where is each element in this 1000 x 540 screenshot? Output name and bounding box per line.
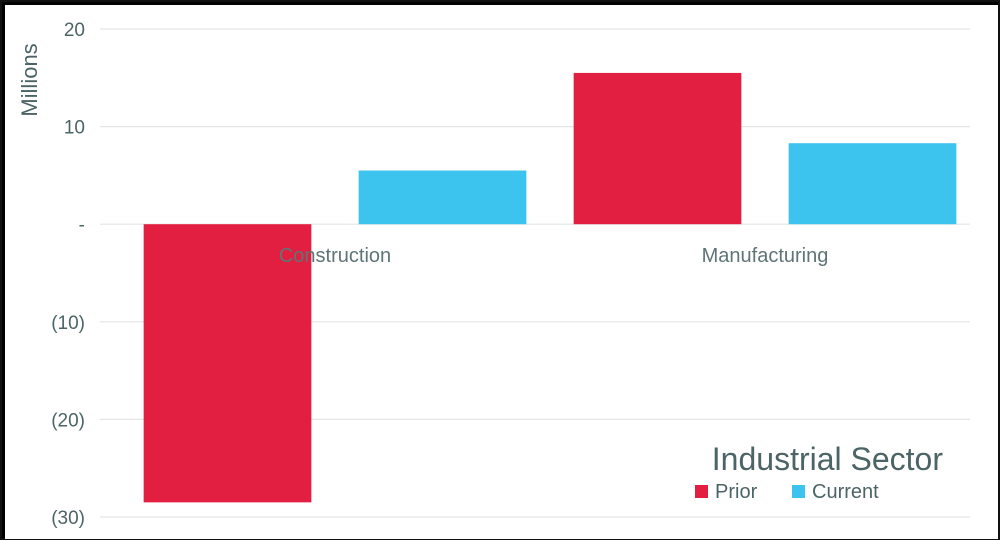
- legend-label-prior: Prior: [715, 481, 758, 503]
- bar-chart: 20 10 - (10) (20) (30) Millions Construction M…: [17, 20, 970, 529]
- y-axis-label: Millions: [17, 43, 42, 116]
- y-tick-label: (10): [51, 313, 85, 334]
- y-tick-label: -: [79, 215, 85, 236]
- legend: Prior Current: [695, 481, 879, 503]
- category-labels: Construction Manufacturing: [279, 245, 829, 267]
- legend-label-current: Current: [812, 481, 879, 503]
- chart-area: 20 10 - (10) (20) (30) Millions Construction M…: [5, 5, 998, 539]
- bar-prior-manufacturing: [573, 72, 742, 225]
- y-tick-label: 20: [64, 20, 85, 41]
- legend-swatch-current: [792, 485, 805, 498]
- legend-swatch-prior: [695, 485, 708, 498]
- y-tick-label: (20): [51, 410, 85, 431]
- bars: [143, 72, 957, 503]
- bar-current-construction: [358, 170, 527, 225]
- category-label: Construction: [279, 245, 391, 267]
- y-tick-label: (30): [51, 508, 85, 529]
- y-tick-labels: 20 10 - (10) (20) (30): [51, 20, 85, 529]
- y-tick-label: 10: [64, 118, 85, 139]
- bar-current-manufacturing: [788, 143, 957, 225]
- category-label: Manufacturing: [702, 245, 829, 267]
- chart-title: Industrial Sector: [712, 441, 944, 477]
- bar-prior-construction: [143, 224, 312, 503]
